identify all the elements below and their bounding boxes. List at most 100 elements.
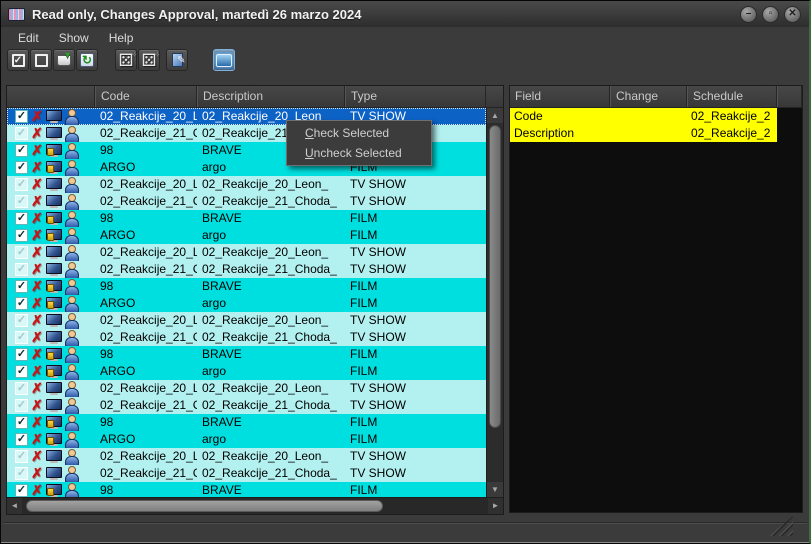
field-change-row[interactable]: Description 02_Reakcije_2: [510, 125, 777, 142]
row-checkbox[interactable]: ✓: [15, 399, 28, 412]
delete-x-icon[interactable]: ✗: [31, 142, 43, 158]
table-row[interactable]: ✓ ✗ ARGO argo FILM: [7, 363, 486, 380]
table-row[interactable]: ✓✗ 02_Reakcije_21_C 02_Reakcije_21_Choda_ T…: [7, 193, 486, 210]
menu-help[interactable]: Help: [108, 31, 134, 45]
vertical-scroll-thumb[interactable]: [489, 125, 501, 429]
delete-x-icon[interactable]: ✗: [31, 397, 43, 413]
delete-x-icon[interactable]: ✗: [31, 125, 43, 141]
header-type[interactable]: Type: [345, 86, 486, 107]
delete-x-icon[interactable]: ✗: [31, 261, 43, 277]
dice-icon-b[interactable]: ⚄: [138, 47, 160, 71]
context-menu-item-uncheck-selected[interactable]: Uncheck Selected: [305, 146, 402, 160]
delete-x-icon[interactable]: ✗: [31, 431, 43, 447]
delete-x-icon[interactable]: ✗: [31, 278, 43, 294]
row-checkbox[interactable]: ✓: [15, 484, 28, 497]
table-row[interactable]: ✓✗ 02_Reakcije_21_C 02_Reakcije_21_Choda_ T…: [7, 465, 486, 482]
row-checkbox[interactable]: ✓: [15, 246, 28, 259]
delete-x-icon[interactable]: ✗: [31, 312, 43, 328]
table-row[interactable]: ✓✗ 98 BRAVE FILM: [7, 346, 486, 363]
maximize-button[interactable]: ▫: [762, 5, 779, 23]
dice-icon-a[interactable]: ⚄: [115, 47, 137, 71]
table-row[interactable]: ✓✗ 02_Reakcije_21_C 02_Reakcije_21_Choda_ T…: [7, 397, 486, 414]
scroll-left-icon[interactable]: ◄: [7, 498, 22, 514]
row-checkbox[interactable]: ✓: [15, 467, 28, 480]
page-edit-icon[interactable]: [166, 49, 188, 71]
checkbox-checked-icon[interactable]: ✓: [7, 49, 29, 71]
menu-show[interactable]: Show: [58, 31, 89, 45]
refresh-page-icon[interactable]: ↻: [76, 49, 98, 71]
horizontal-scrollbar[interactable]: ◄ ►: [7, 497, 503, 514]
delete-x-icon[interactable]: ✗: [31, 295, 43, 311]
checkbox-unchecked-icon[interactable]: [30, 49, 52, 71]
row-checkbox[interactable]: ✓: [15, 229, 28, 242]
row-checkbox[interactable]: ✓: [15, 331, 28, 344]
header-change[interactable]: Change: [610, 86, 687, 107]
delete-x-icon[interactable]: ✗: [31, 346, 43, 362]
row-checkbox[interactable]: ✓: [15, 110, 28, 123]
row-checkbox[interactable]: ✓: [15, 161, 28, 174]
row-checkbox[interactable]: ✓: [15, 348, 28, 361]
scroll-right-icon[interactable]: ►: [488, 498, 503, 514]
delete-x-icon[interactable]: ✗: [31, 159, 43, 175]
row-checkbox[interactable]: ✓: [15, 450, 28, 463]
header-code[interactable]: Code: [95, 86, 197, 107]
delete-x-icon[interactable]: ✗: [31, 176, 43, 192]
table-row[interactable]: ✓ ✗ 02_Reakcije_20_L 02_Reakcije_20_Leon_ TV…: [7, 448, 486, 465]
monitor-icon[interactable]: [213, 49, 235, 71]
row-checkbox[interactable]: ✓: [15, 297, 28, 310]
header-icons[interactable]: [7, 86, 95, 107]
table-row[interactable]: ✓ ✗ ARGO argo FILM: [7, 227, 486, 244]
table-row[interactable]: ✓✗ 98 BRAVE FILM: [7, 482, 486, 497]
table-row[interactable]: ✓ ✗ ARGO argo FILM: [7, 431, 486, 448]
row-checkbox[interactable]: ✓: [15, 144, 28, 157]
minimize-button[interactable]: –: [740, 5, 757, 23]
row-checkbox[interactable]: ✓: [15, 195, 28, 208]
delete-x-icon[interactable]: ✗: [31, 329, 43, 345]
scroll-down-icon[interactable]: ▼: [487, 482, 503, 497]
table-row[interactable]: ✓✗ 98 BRAVE FILM: [7, 414, 486, 431]
row-checkbox[interactable]: ✓: [15, 416, 28, 429]
delete-x-icon[interactable]: ✗: [31, 108, 43, 124]
delete-x-icon[interactable]: ✗: [31, 414, 43, 430]
delete-x-icon[interactable]: ✗: [31, 465, 43, 481]
resize-grip[interactable]: [769, 516, 793, 536]
table-row[interactable]: ✓✗ 98 BRAVE FILM: [7, 210, 486, 227]
context-menu-item-check-selected[interactable]: Check Selected: [305, 126, 390, 140]
header-extra[interactable]: [777, 86, 802, 107]
menu-edit[interactable]: Edit: [18, 31, 39, 45]
header-description[interactable]: Description: [197, 86, 345, 107]
row-checkbox[interactable]: ✓: [15, 212, 28, 225]
table-row[interactable]: ✓✗ 02_Reakcije_21_C 02_Reakcije_21_Choda_ T…: [7, 329, 486, 346]
header-schedule[interactable]: Schedule: [687, 86, 777, 107]
table-row[interactable]: ✓✗ 02_Reakcije_21_C 02_Reakcije_21_Choda_ T…: [7, 261, 486, 278]
delete-x-icon[interactable]: ✗: [31, 363, 43, 379]
horizontal-scroll-thumb[interactable]: [26, 500, 384, 512]
delete-x-icon[interactable]: ✗: [31, 244, 43, 260]
table-row[interactable]: ✓ ✗ 02_Reakcije_20_L 02_Reakcije_20_Leon_ TV…: [7, 380, 486, 397]
delete-x-icon[interactable]: ✗: [31, 193, 43, 209]
delete-x-icon[interactable]: ✗: [31, 227, 43, 243]
row-checkbox[interactable]: ✓: [15, 382, 28, 395]
scroll-up-icon[interactable]: ▲: [487, 108, 503, 123]
close-button[interactable]: ✕: [784, 5, 801, 23]
delete-x-icon[interactable]: ✗: [31, 210, 43, 226]
row-checkbox[interactable]: ✓: [15, 280, 28, 293]
row-checkbox[interactable]: ✓: [15, 178, 28, 191]
table-row[interactable]: ✓ ✗ 02_Reakcije_20_L 02_Reakcije_20_Leon_ TV…: [7, 244, 486, 261]
row-checkbox[interactable]: ✓: [15, 127, 28, 140]
vertical-scrollbar[interactable]: ▲ ▼: [486, 108, 503, 497]
row-checkbox[interactable]: ✓: [15, 314, 28, 327]
archive-drop-icon[interactable]: [53, 49, 75, 71]
delete-x-icon[interactable]: ✗: [31, 380, 43, 396]
row-checkbox[interactable]: ✓: [15, 433, 28, 446]
header-field[interactable]: Field: [510, 86, 610, 107]
titlebar[interactable]: Read only, Changes Approval, martedì 26 …: [1, 1, 809, 27]
table-row[interactable]: ✓ ✗ ARGO argo FILM: [7, 295, 486, 312]
table-row[interactable]: ✓ ✗ 02_Reakcije_20_L 02_Reakcije_20_Leon_ TV…: [7, 312, 486, 329]
field-change-row[interactable]: Code 02_Reakcije_2: [510, 108, 777, 125]
table-row[interactable]: ✓ ✗ 02_Reakcije_20_L 02_Reakcije_20_Leon_ TV…: [7, 176, 486, 193]
table-row[interactable]: ✓✗ 98 BRAVE FILM: [7, 278, 486, 295]
delete-x-icon[interactable]: ✗: [31, 448, 43, 464]
delete-x-icon[interactable]: ✗: [31, 482, 43, 497]
row-checkbox[interactable]: ✓: [15, 365, 28, 378]
